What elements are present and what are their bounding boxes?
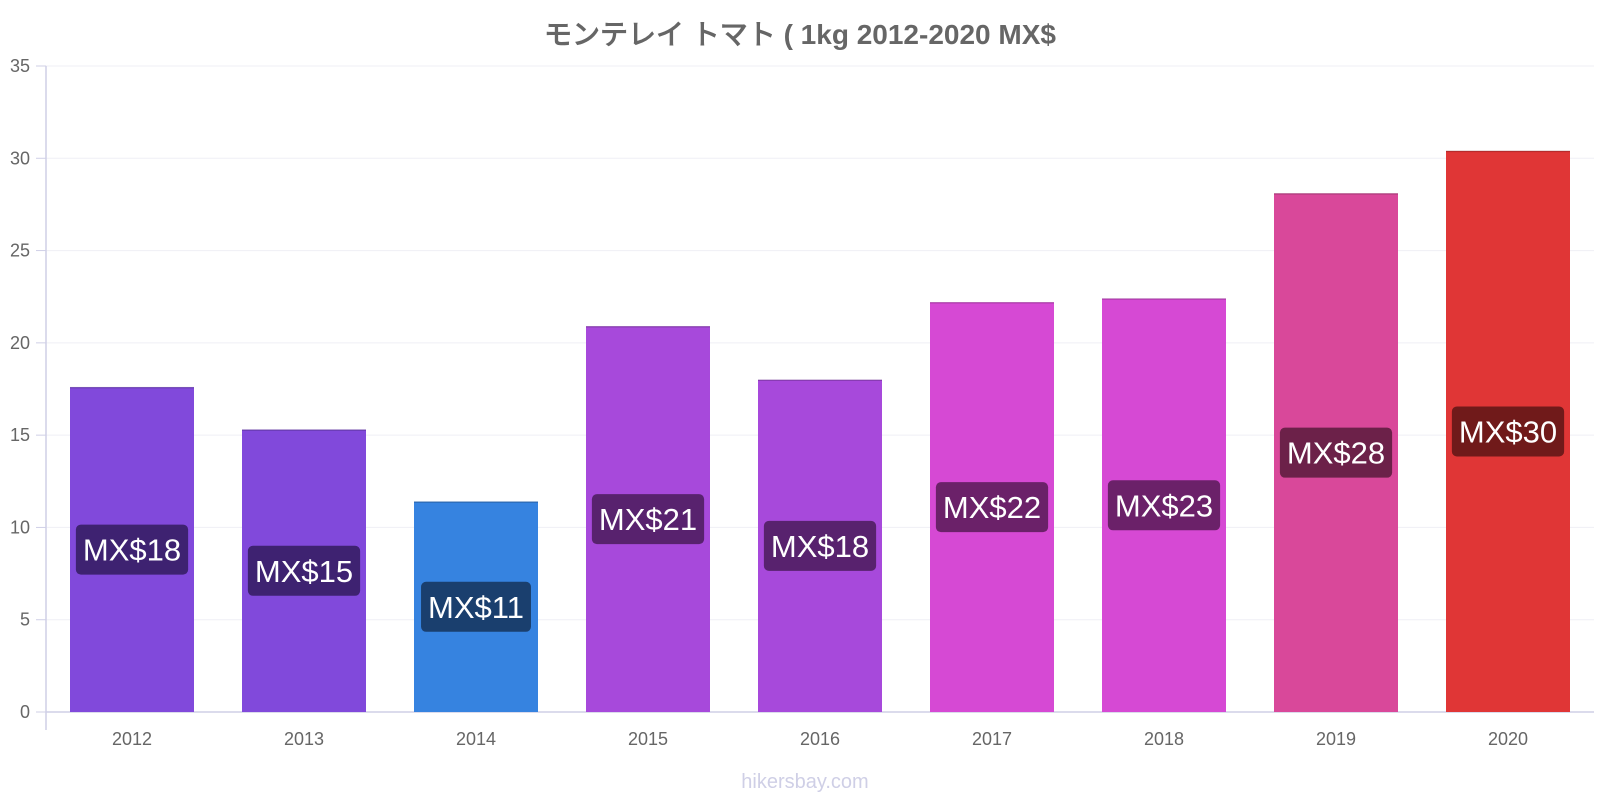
data-label: MX$28 — [1279, 427, 1393, 478]
data-label-text: MX$18 — [771, 529, 869, 564]
data-label-text: MX$23 — [1115, 488, 1213, 523]
data-label-background — [421, 581, 531, 632]
y-tick-label: 10 — [10, 517, 30, 537]
data-label: MX$30 — [1451, 406, 1565, 457]
data-label: MX$21 — [591, 494, 705, 545]
x-tick-label: 2016 — [800, 729, 840, 749]
data-label-text: MX$11 — [428, 590, 524, 625]
y-tick-label: 25 — [10, 241, 30, 261]
x-tick-label: 2017 — [972, 729, 1012, 749]
data-label: MX$18 — [763, 520, 877, 571]
data-label-text: MX$22 — [943, 490, 1041, 525]
x-tick-label: 2019 — [1316, 729, 1356, 749]
data-label-text: MX$28 — [1287, 436, 1385, 471]
data-label: MX$23 — [1107, 480, 1221, 531]
data-label-background — [247, 545, 361, 596]
x-axis-ticks: 2012 2013 2014 2015 2016 2017 2018 2019 2020 — [112, 729, 1528, 749]
x-tick-label: 2015 — [628, 729, 668, 749]
data-label-background — [591, 494, 705, 545]
y-tick-label: 20 — [10, 333, 30, 353]
data-label-background — [75, 524, 189, 575]
data-label: MX$22 — [935, 482, 1049, 533]
watermark: hikersbay.com — [741, 771, 868, 793]
data-labels: MX$18 MX$15 MX$11 MX$21 MX$18 MX$22 MX$23 MX$28… — [75, 406, 1565, 632]
data-label-background — [1279, 427, 1393, 478]
x-tick-label: 2018 — [1144, 729, 1184, 749]
data-label-text: MX$15 — [255, 554, 353, 589]
y-tick-label: 15 — [10, 425, 30, 445]
x-tick-label: 2020 — [1488, 729, 1528, 749]
y-tick-label: 35 — [10, 56, 30, 76]
data-label: MX$15 — [247, 545, 361, 596]
y-tick-label: 30 — [10, 148, 30, 168]
y-axis-ticks: 0 5 10 15 20 25 30 35 — [10, 56, 46, 722]
data-label-text: MX$30 — [1459, 414, 1557, 449]
x-tick-label: 2014 — [456, 729, 496, 749]
data-label: MX$11 — [421, 581, 531, 632]
data-label-background — [935, 482, 1049, 533]
data-label: MX$18 — [75, 524, 189, 575]
data-label-text: MX$18 — [83, 533, 181, 568]
data-label-background — [1451, 406, 1565, 457]
data-label-text: MX$21 — [599, 502, 697, 537]
y-tick-label: 0 — [20, 702, 30, 722]
x-tick-label: 2012 — [112, 729, 152, 749]
data-label-background — [763, 520, 877, 571]
y-tick-label: 5 — [20, 610, 30, 630]
x-tick-label: 2013 — [284, 729, 324, 749]
data-label-background — [1107, 480, 1221, 531]
chart-title: モンテレイ トマト ( 1kg 2012-2020 MX$ — [544, 19, 1056, 50]
